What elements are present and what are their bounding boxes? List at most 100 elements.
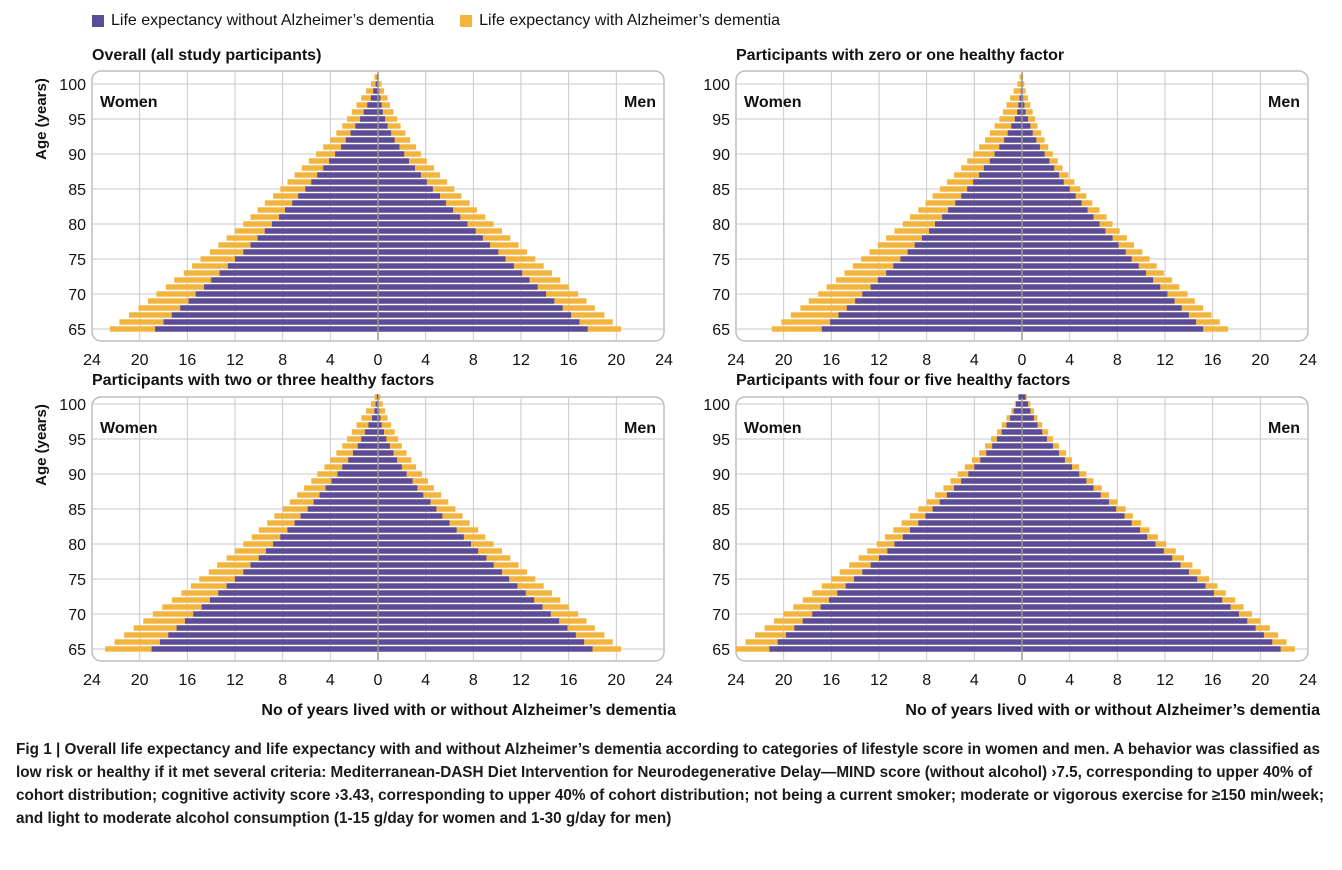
panel2-xtick-8: 8 [1113,352,1122,369]
panel3-bar-women-without-age-94 [357,443,378,449]
panel4-xtick-6: 0 [1018,672,1027,689]
panel2-bar-women-without-age-75 [900,256,1022,262]
panel2-bar-men-without-age-85 [1022,186,1070,192]
panel1-bar-women-without-age-66 [163,319,378,325]
panel1-bar-men-without-age-95 [378,116,386,122]
panel2-xtick-6: 0 [1018,352,1027,369]
panel1-bar-women-without-age-93 [350,130,378,136]
panel1-label-men: Men [624,94,656,111]
panel2-bar-women-without-age-76 [907,249,1022,255]
panel1-bar-men-without-age-85 [378,186,433,192]
panel1-bar-men-without-age-74 [378,263,514,269]
panel3-ytick-95: 95 [68,432,86,449]
panel1-bar-women-without-age-65 [155,326,378,332]
panel3-bar-women-without-age-96 [364,429,378,435]
panel4-bar-men-without-age-91 [1022,464,1073,470]
panel2-bar-women-without-age-71 [870,284,1022,290]
panel3-bar-women-without-age-95 [361,436,378,442]
panel4-bar-men-without-age-71 [1022,604,1231,610]
panel3-bar-women-without-age-74 [226,583,378,589]
panel2-xtick-2: 16 [822,352,840,369]
panel4-ytick-90: 90 [712,467,730,484]
panel1-ytick-90: 90 [68,147,86,164]
panel3-bar-men-without-age-73 [378,590,526,596]
panel3-bar-men-without-age-90 [378,471,407,477]
panel2-bar-women-without-age-85 [967,186,1022,192]
panel2-xtick-11: 20 [1251,352,1269,369]
panel2-bar-men-without-age-78 [1022,235,1113,241]
panel4-bar-women-without-age-72 [828,597,1022,603]
panel4-bar-women-without-age-83 [918,520,1022,526]
panel1-bar-men-without-age-93 [378,130,392,136]
panel1-bar-men-without-age-90 [378,151,405,157]
panel1-bar-women-without-age-96 [363,109,378,115]
panel4-bar-women-without-age-97 [1006,422,1022,428]
panel3-bar-men-without-age-92 [378,457,398,463]
panel2-bar-women-without-age-89 [989,158,1022,164]
figure-caption: Fig 1 | Overall life expectancy and life… [16,738,1328,830]
panel4-bar-women-without-age-90 [968,471,1022,477]
panel3-bar-women-without-age-86 [313,499,378,505]
panel3-bar-men-with-age-98 [378,415,388,421]
panel3-bar-men-with-age-94 [378,443,402,449]
panel4-ytick-100: 100 [703,397,730,414]
panel2-bar-men-without-age-68 [1022,305,1182,311]
panel3-ylabel: Age (years) [33,404,50,486]
panel2-bar-men-with-age-98 [1022,95,1028,101]
panel4-bar-men-without-age-99 [1022,408,1031,414]
panel2-bar-men-without-age-67 [1022,312,1189,318]
panel1-xtick-12: 24 [655,352,673,369]
panel3-bar-men-without-age-85 [378,506,437,512]
panel3-bar-men-without-age-71 [378,604,543,610]
panel3-bar-women-without-age-92 [348,457,378,463]
panel4-bar-men-without-age-67 [1022,632,1264,638]
panel2-bar-men-with-age-100 [1022,81,1025,87]
panel2-bar-men-without-age-90 [1022,151,1045,157]
panel4-xtick-0: 24 [727,672,745,689]
panel4-bar-women-without-age-69 [802,618,1022,624]
panel4-bar-men-without-age-101 [1022,394,1026,400]
panel3-bar-women-without-age-80 [273,541,378,547]
panel2-bar-women-without-age-66 [830,319,1022,325]
panel1-bar-women-without-age-95 [360,116,378,122]
panel1-bar-men-with-age-94 [378,123,401,129]
panel3-label-men: Men [624,420,656,437]
panel4-xtick-11: 20 [1251,672,1269,689]
figure-caption-text: Overall life expectancy and life expecta… [16,741,1325,827]
panel4-bar-women-without-age-101 [1018,394,1022,400]
panel3-bar-women-without-age-100 [375,401,378,407]
panel2-bar-women-without-age-72 [877,277,1022,283]
panel3-xtick-1: 20 [131,672,149,689]
panel3-bar-men-without-age-84 [378,513,443,519]
panel4-ytick-85: 85 [712,502,730,519]
panel1-bar-men-without-age-81 [378,214,461,220]
panel2-bar-men-with-age-96 [1022,109,1033,115]
panel3-bar-men-without-age-94 [378,443,390,449]
panel4-bar-women-without-age-74 [845,583,1022,589]
panel1-bar-men-without-age-98 [378,95,381,101]
panel1-bar-women-without-age-81 [279,214,378,220]
panel3-bar-men-without-age-74 [378,583,518,589]
panel3-bar-women-without-age-88 [325,485,378,491]
panel1-bar-men-without-age-67 [378,312,572,318]
panel1-xtick-3: 12 [226,352,244,369]
panel2-bar-men-with-age-97 [1022,102,1031,108]
panel3-label-women: Women [100,420,157,437]
panel4-bar-men-without-age-97 [1022,422,1038,428]
panel4-bar-women-without-age-88 [954,485,1022,491]
panel3-xtick-11: 20 [607,672,625,689]
panel4-bar-women-without-age-78 [879,555,1022,561]
panel4-bar-men-without-age-88 [1022,485,1094,491]
panel2-xtick-1: 20 [775,352,793,369]
panel1-bar-women-without-age-84 [298,193,378,199]
panel1-bar-men-without-age-75 [378,256,506,262]
panel3-bar-men-without-age-70 [378,611,551,617]
panel4-xlabel: No of years lived with or without Alzhei… [905,702,1320,719]
panel1-bar-women-without-age-99 [373,88,378,94]
panel1-bar-men-without-age-80 [378,221,468,227]
panel3-bar-men-with-age-97 [378,422,392,428]
panel2-bar-men-without-age-74 [1022,263,1139,269]
panel4-bar-men-without-age-73 [1022,590,1214,596]
panel4-bar-men-without-age-82 [1022,527,1140,533]
panel3-bar-women-without-age-93 [352,450,378,456]
